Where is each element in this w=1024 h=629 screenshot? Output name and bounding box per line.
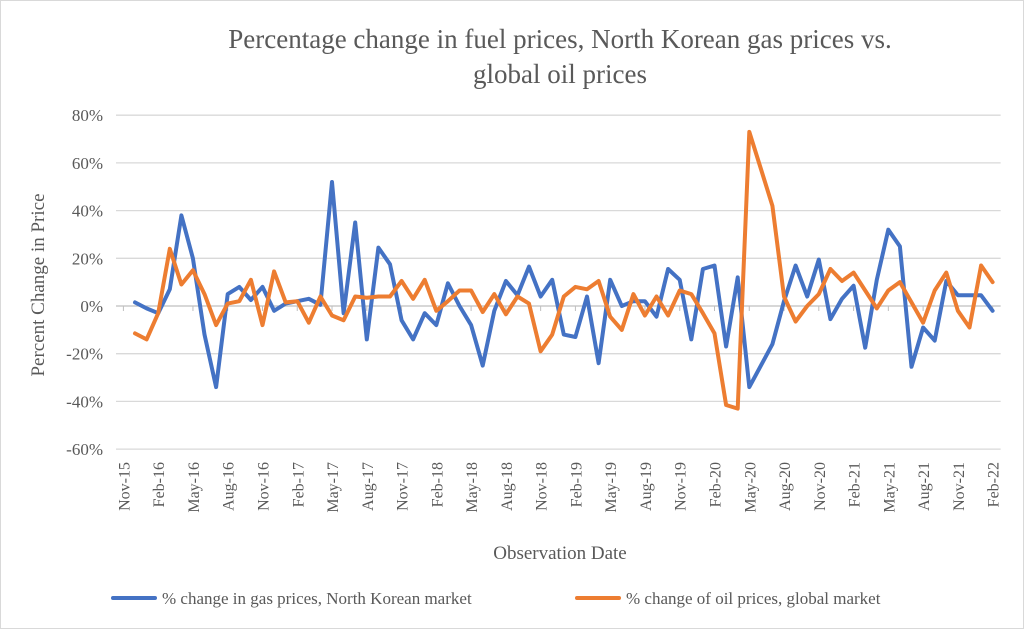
x-tick-label: May-16 <box>186 462 203 513</box>
x-axis-ticks: Nov-15 Feb-16 May-16 Aug-16 Nov-16 Feb-17 May-… <box>116 306 1003 513</box>
y-tick-label: -60% <box>66 440 103 459</box>
x-tick-label: Aug-20 <box>777 462 794 511</box>
x-tick-label: Aug-18 <box>499 462 516 511</box>
x-tick-label: Nov-18 <box>534 462 551 511</box>
series-line-global-oil <box>133 129 995 411</box>
y-tick-label: 0% <box>80 297 103 316</box>
x-tick-label: May-18 <box>464 462 481 513</box>
chart-title-line-2: global oil prices <box>473 59 647 89</box>
x-tick-label: Aug-17 <box>360 462 377 511</box>
x-tick-label: Nov-15 <box>116 462 133 511</box>
y-tick-label: 60% <box>72 154 103 173</box>
y-axis-ticks: -60% -40% -20% 0% 20% 40% 60% 80% <box>66 106 103 459</box>
legend-label-nk-gas: % change in gas prices, North Korean mar… <box>162 589 472 608</box>
y-tick-label: -20% <box>66 345 103 364</box>
x-tick-label: Feb-17 <box>290 462 307 507</box>
y-tick-label: -40% <box>66 392 103 411</box>
x-tick-label: Feb-18 <box>429 462 446 507</box>
y-axis-label: Percent Change in Price <box>28 193 49 376</box>
x-tick-label: Nov-19 <box>673 462 690 511</box>
x-tick-label: Feb-21 <box>847 462 864 507</box>
x-tick-label: May-21 <box>881 462 898 513</box>
chart-title-line-1: Percentage change in fuel prices, North … <box>228 24 892 54</box>
x-tick-label: May-17 <box>325 462 342 513</box>
x-axis-label: Observation Date <box>493 543 626 564</box>
legend-label-global-oil: % change of oil prices, global market <box>626 589 881 608</box>
y-tick-label: 40% <box>72 202 103 221</box>
x-tick-label: Aug-19 <box>638 462 655 511</box>
x-tick-label: Nov-21 <box>951 462 968 511</box>
y-tick-label: 80% <box>72 106 103 125</box>
x-tick-label: Feb-19 <box>568 462 585 507</box>
x-tick-label: May-20 <box>742 462 759 513</box>
x-tick-label: Feb-22 <box>986 462 1003 507</box>
x-tick-label: Nov-17 <box>395 462 412 511</box>
x-tick-label: Nov-16 <box>255 462 272 511</box>
legend: % change in gas prices, North Korean mar… <box>111 589 881 608</box>
x-tick-label: Feb-16 <box>151 462 168 507</box>
x-tick-label: Aug-16 <box>221 462 238 511</box>
series-lines <box>133 129 995 411</box>
y-tick-label: 20% <box>72 249 103 268</box>
x-tick-label: Nov-20 <box>812 462 829 511</box>
series-line-nk-gas <box>133 180 995 390</box>
x-tick-label: Aug-21 <box>916 462 933 511</box>
x-tick-label: Feb-20 <box>707 462 724 507</box>
x-tick-label: May-19 <box>603 462 620 513</box>
